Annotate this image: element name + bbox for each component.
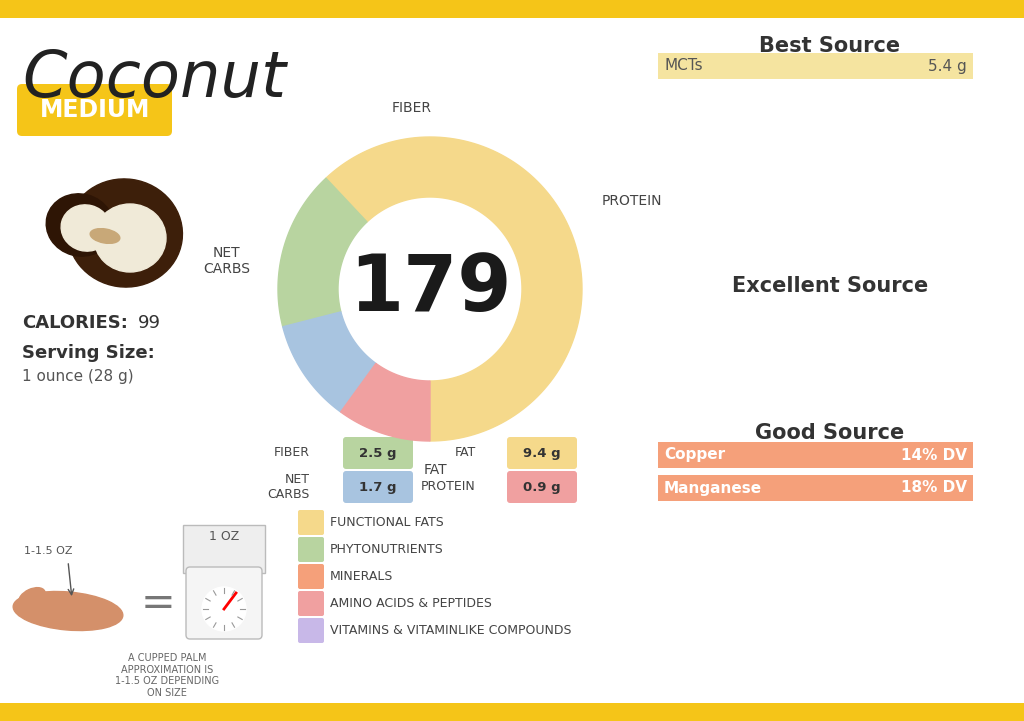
Circle shape (202, 587, 246, 631)
Ellipse shape (68, 179, 182, 287)
FancyBboxPatch shape (0, 0, 1024, 18)
Text: 9.4 g: 9.4 g (523, 446, 561, 459)
Text: A CUPPED PALM
APPROXIMATION IS
1-1.5 OZ DEPENDING
ON SIZE: A CUPPED PALM APPROXIMATION IS 1-1.5 OZ … (115, 653, 219, 698)
FancyBboxPatch shape (507, 471, 577, 503)
Text: NET
CARBS: NET CARBS (203, 246, 250, 276)
FancyBboxPatch shape (298, 591, 324, 616)
Text: 1.7 g: 1.7 g (359, 480, 396, 493)
FancyBboxPatch shape (658, 475, 973, 501)
Text: Manganese: Manganese (664, 480, 762, 495)
Polygon shape (341, 363, 430, 441)
Text: 18% DV: 18% DV (901, 480, 967, 495)
Text: 5.4 g: 5.4 g (928, 58, 967, 74)
Ellipse shape (90, 229, 120, 244)
Text: =: = (140, 582, 175, 624)
Text: MINERALS: MINERALS (330, 570, 393, 583)
Ellipse shape (46, 194, 114, 256)
Text: 99: 99 (138, 314, 161, 332)
Text: 1 ounce (28 g): 1 ounce (28 g) (22, 369, 133, 384)
FancyBboxPatch shape (183, 525, 265, 573)
Text: PROTEIN: PROTEIN (602, 194, 663, 208)
Text: 0.9 g: 0.9 g (523, 480, 561, 493)
Text: Good Source: Good Source (756, 423, 904, 443)
Text: AMINO ACIDS & PEPTIDES: AMINO ACIDS & PEPTIDES (330, 597, 492, 610)
FancyBboxPatch shape (658, 53, 973, 79)
Polygon shape (283, 312, 376, 412)
Text: FAT: FAT (455, 446, 476, 459)
Text: Copper: Copper (664, 448, 725, 462)
FancyBboxPatch shape (343, 437, 413, 469)
Text: Serving Size:: Serving Size: (22, 344, 155, 362)
Text: MCTs: MCTs (664, 58, 702, 74)
Text: FAT: FAT (423, 463, 446, 477)
FancyBboxPatch shape (298, 564, 324, 589)
Text: Best Source: Best Source (760, 36, 900, 56)
Ellipse shape (94, 204, 166, 272)
FancyBboxPatch shape (343, 471, 413, 503)
Text: 179: 179 (349, 251, 511, 327)
FancyBboxPatch shape (507, 437, 577, 469)
Text: NET
CARBS: NET CARBS (267, 473, 310, 501)
FancyBboxPatch shape (298, 510, 324, 535)
Polygon shape (278, 178, 367, 327)
Text: Excellent Source: Excellent Source (732, 276, 928, 296)
FancyBboxPatch shape (186, 567, 262, 639)
FancyBboxPatch shape (658, 442, 973, 468)
Ellipse shape (18, 588, 45, 606)
Text: 2.5 g: 2.5 g (359, 446, 396, 459)
Text: VITAMINS & VITAMINLIKE COMPOUNDS: VITAMINS & VITAMINLIKE COMPOUNDS (330, 624, 571, 637)
Text: MEDIUM: MEDIUM (40, 98, 151, 122)
Text: 1 OZ: 1 OZ (209, 531, 240, 544)
Text: FIBER: FIBER (274, 446, 310, 459)
FancyBboxPatch shape (0, 703, 1024, 721)
Ellipse shape (13, 591, 123, 631)
Text: FIBER: FIBER (392, 101, 432, 115)
Text: PHYTONUTRIENTS: PHYTONUTRIENTS (330, 543, 443, 556)
Text: 1-1.5 OZ: 1-1.5 OZ (24, 546, 73, 556)
Text: Coconut: Coconut (22, 48, 286, 110)
FancyBboxPatch shape (298, 537, 324, 562)
FancyBboxPatch shape (298, 618, 324, 643)
FancyBboxPatch shape (17, 84, 172, 136)
Polygon shape (326, 137, 582, 441)
Text: FUNCTIONAL FATS: FUNCTIONAL FATS (330, 516, 443, 529)
Ellipse shape (61, 205, 111, 251)
Text: PROTEIN: PROTEIN (421, 480, 476, 493)
Text: 14% DV: 14% DV (901, 448, 967, 462)
Text: CALORIES:: CALORIES: (22, 314, 128, 332)
